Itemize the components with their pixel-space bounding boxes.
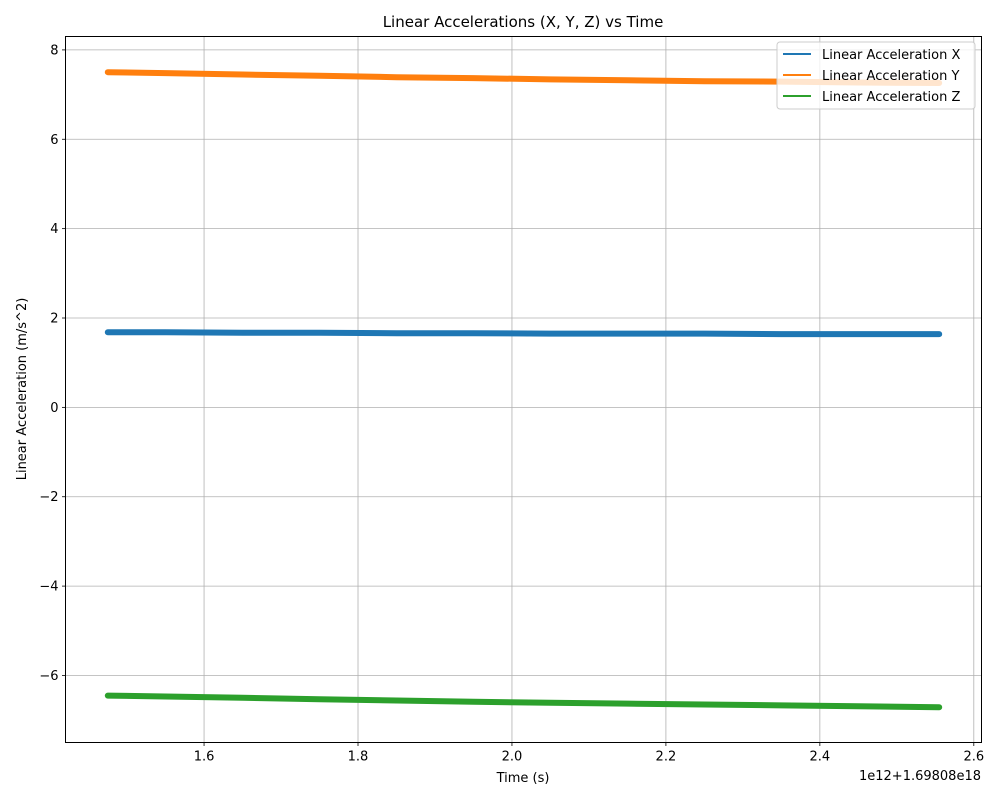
plot-frame — [65, 36, 982, 743]
x-tick-label: 1.6 — [194, 750, 215, 765]
y-tick-label: −6 — [39, 669, 58, 684]
x-tick-label: 2.2 — [656, 750, 677, 765]
x-tick-label: 1.8 — [348, 750, 369, 765]
legend-label: Linear Acceleration X — [822, 48, 960, 63]
y-tick-label: 8 — [50, 43, 58, 58]
y-tick-label: 2 — [50, 312, 58, 327]
series-line-x — [104, 329, 943, 338]
y-tick-label: −4 — [39, 580, 58, 595]
x-tick-label: 2.4 — [810, 750, 831, 765]
y-tick-label: −2 — [39, 490, 58, 505]
y-tick-label: 0 — [50, 401, 58, 416]
legend-label: Linear Acceleration Z — [822, 90, 960, 105]
legend-box — [776, 41, 976, 110]
legend-label: Linear Acceleration Y — [822, 69, 959, 84]
legend: Linear Acceleration X Linear Acceleration… — [776, 41, 976, 110]
x-tick-label: 2.6 — [963, 750, 984, 765]
y-axis-label: Linear Acceleration (m/s^2) — [15, 298, 30, 481]
axis-ticks: 1.6 1.8 2.0 2.2 2.4 2.6 −6 −4 −2 0 2 4 6 8 — [39, 43, 984, 764]
x-offset-text: 1e12+1.69808e18 — [859, 769, 981, 784]
y-tick-label: 6 — [50, 133, 58, 148]
x-tick-label: 2.0 — [502, 750, 523, 765]
x-axis-label: Time (s) — [496, 771, 550, 786]
y-tick-label: 4 — [50, 222, 58, 237]
series-line-z — [104, 692, 943, 711]
chart-title: Linear Accelerations (X, Y, Z) vs Time — [383, 13, 664, 31]
